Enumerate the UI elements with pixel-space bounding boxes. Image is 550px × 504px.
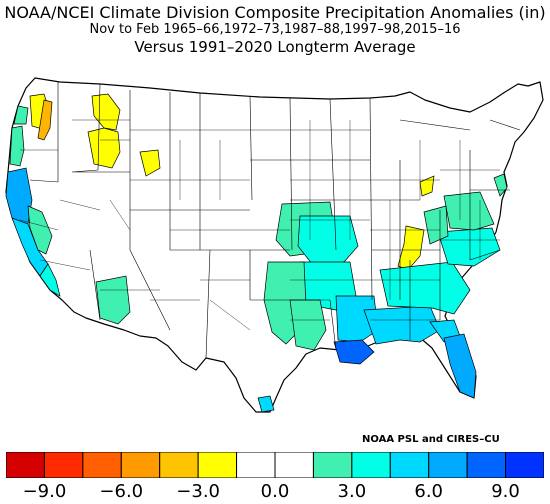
region-carolinas-wet <box>437 227 501 267</box>
colorbar-bin-10 <box>389 452 430 478</box>
colorbar-tick-label: 3.0 <box>337 481 367 502</box>
colorbar-tick-label: −9.0 <box>22 481 67 502</box>
colorbar-bin-11 <box>428 452 468 478</box>
region-lower-mississippi-wet <box>335 295 379 343</box>
colorbar-tick-label: 9.0 <box>491 481 520 502</box>
colorbar-bin-4 <box>159 452 199 478</box>
colorbar-tick-label: 6.0 <box>414 481 444 502</box>
region-florida-peninsula-wet <box>443 333 477 399</box>
region-southern-california-wet <box>39 263 61 297</box>
data-credit: NOAA PSL and CIRES–CU <box>362 434 500 445</box>
region-cascades-dry-strong <box>37 99 53 141</box>
map-subtitle-baseline: Versus 1991–2020 Longterm Average <box>134 38 416 56</box>
map-subtitle-period: Nov to Feb 1965–66,1972–73,1987–88,1997–… <box>89 22 461 37</box>
colorbar-bin-12 <box>466 452 507 478</box>
region-wyoming-dry <box>139 149 161 177</box>
us-climate-division-map <box>5 77 544 413</box>
colorbar-tick-label: −6.0 <box>99 481 144 502</box>
colorbar-bin-9 <box>351 452 391 478</box>
colorbar-tick-label: −3.0 <box>176 481 220 502</box>
region-georgia-wet <box>379 261 471 315</box>
colorbar-bin-0 <box>6 452 45 478</box>
region-sierra-wet <box>27 205 53 255</box>
colorbar-bin-5 <box>197 452 238 478</box>
region-idaho-central-dry <box>87 127 121 169</box>
map-title: NOAA/NCEI Climate Division Composite Pre… <box>4 3 546 22</box>
region-oregon-coast-wet <box>9 125 25 167</box>
division-fill-regions <box>5 93 508 413</box>
region-ohio-valley-dry <box>419 175 435 197</box>
colorbar <box>6 452 544 478</box>
region-ozarks-wet <box>297 215 359 265</box>
division-boundaries <box>19 82 521 359</box>
division-lines <box>19 119 500 331</box>
region-louisiana-coast-wet <box>333 339 375 365</box>
region-south-texas-wet <box>257 395 275 413</box>
colorbar-bin-13 <box>505 452 544 478</box>
colorbar-bin-6 <box>236 452 276 478</box>
colorbar-bin-8 <box>312 452 353 478</box>
colorbar-bin-3 <box>120 452 161 478</box>
region-appalachians-wet <box>423 205 449 245</box>
colorbar-bin-1 <box>43 452 84 478</box>
region-washington-coast-wet <box>13 105 29 125</box>
colorbar-bin-7 <box>274 452 314 478</box>
region-arizona-wet <box>95 275 131 325</box>
colorbar-tick-label: 0.0 <box>260 481 290 502</box>
colorbar-bin-2 <box>82 452 122 478</box>
region-mid-atlantic-wet <box>443 191 495 231</box>
